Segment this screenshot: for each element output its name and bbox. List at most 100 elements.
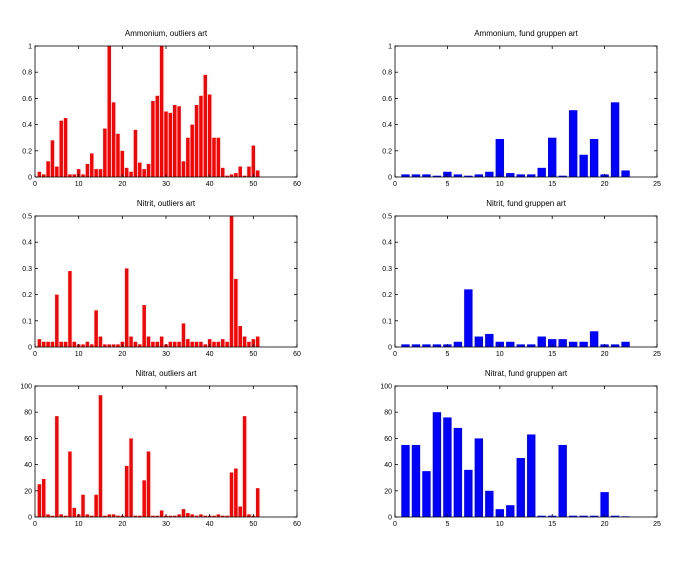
x-tick-label: 10 bbox=[496, 521, 504, 528]
bar bbox=[59, 514, 63, 517]
y-tick-label: 0.2 bbox=[382, 148, 392, 155]
bar bbox=[422, 174, 431, 177]
bar bbox=[190, 124, 194, 177]
x-tick-label: 20 bbox=[118, 181, 126, 188]
bar bbox=[247, 341, 251, 347]
bar bbox=[485, 171, 494, 177]
bar bbox=[247, 514, 251, 517]
y-tick-label: 1 bbox=[388, 44, 392, 51]
y-tick-label: 0 bbox=[388, 515, 392, 522]
bar bbox=[255, 488, 260, 517]
bar bbox=[85, 341, 90, 347]
y-tick-label: 0.5 bbox=[382, 214, 392, 221]
bar bbox=[453, 427, 463, 517]
y-tick-label: 20 bbox=[24, 488, 32, 495]
chart-title: Ammonium, outliers art bbox=[125, 29, 208, 38]
bar bbox=[63, 515, 68, 517]
bar bbox=[212, 515, 216, 517]
bar bbox=[212, 341, 216, 347]
bar bbox=[146, 163, 151, 177]
bar bbox=[558, 339, 567, 347]
axes-box bbox=[34, 215, 298, 348]
bar bbox=[474, 336, 484, 347]
bar bbox=[495, 509, 504, 517]
y-tick-label: 0 bbox=[28, 175, 32, 182]
y-tick-label: 0.3 bbox=[22, 266, 32, 273]
bar bbox=[181, 323, 186, 347]
bar bbox=[221, 167, 225, 177]
bar bbox=[151, 515, 155, 517]
axes-box bbox=[394, 45, 658, 178]
bar bbox=[124, 167, 129, 177]
bar bbox=[63, 341, 68, 347]
bar bbox=[242, 416, 247, 517]
bar bbox=[55, 294, 59, 347]
y-tick-label: 0 bbox=[388, 175, 392, 182]
bar bbox=[103, 344, 107, 347]
bar bbox=[225, 515, 229, 517]
y-tick-label: 0.6 bbox=[22, 96, 32, 103]
bar bbox=[37, 339, 42, 347]
bar bbox=[589, 515, 599, 517]
x-tick-label: 0 bbox=[393, 351, 397, 358]
bar bbox=[203, 344, 208, 347]
bar bbox=[146, 451, 151, 517]
bar bbox=[221, 339, 225, 347]
y-tick-label: 40 bbox=[384, 462, 392, 469]
y-tick-label: 0 bbox=[388, 345, 392, 352]
bar bbox=[168, 112, 173, 177]
bar bbox=[199, 514, 203, 517]
y-tick-label: 0.1 bbox=[22, 318, 32, 325]
y-tick-label: 100 bbox=[380, 384, 392, 391]
bar bbox=[225, 175, 229, 177]
bar bbox=[138, 344, 142, 347]
bar bbox=[90, 153, 94, 177]
chart-panel: Nitrat, fund gruppen art 0 5 10 15 20 25 0 20 40 6… bbox=[380, 369, 661, 528]
x-tick-label: 60 bbox=[293, 521, 301, 528]
bar bbox=[81, 494, 85, 517]
bar bbox=[37, 484, 42, 517]
bar bbox=[610, 344, 620, 347]
x-tick-label: 0 bbox=[33, 351, 37, 358]
bar bbox=[238, 326, 242, 347]
bar bbox=[238, 506, 242, 517]
bar bbox=[474, 438, 484, 517]
bar bbox=[98, 336, 103, 347]
bar bbox=[516, 174, 525, 177]
x-tick-label: 60 bbox=[293, 351, 301, 358]
bar bbox=[203, 515, 208, 517]
bar bbox=[247, 166, 251, 177]
bar bbox=[107, 344, 111, 347]
bar bbox=[537, 167, 546, 177]
bar bbox=[464, 175, 473, 177]
bar bbox=[464, 289, 473, 347]
bar bbox=[203, 74, 208, 177]
bar bbox=[568, 515, 578, 517]
bar bbox=[229, 174, 234, 177]
bar bbox=[194, 341, 199, 347]
bar bbox=[63, 118, 68, 177]
x-tick-label: 0 bbox=[33, 181, 37, 188]
y-tick-label: 0.1 bbox=[382, 318, 392, 325]
bar bbox=[111, 514, 116, 517]
bar bbox=[90, 344, 94, 347]
x-tick-label: 30 bbox=[162, 521, 170, 528]
x-tick-label: 10 bbox=[496, 181, 504, 188]
axes-box bbox=[394, 215, 658, 348]
bar bbox=[151, 101, 155, 177]
bar bbox=[485, 333, 494, 347]
bar bbox=[207, 94, 212, 177]
bar bbox=[59, 341, 63, 347]
y-tick-label: 80 bbox=[24, 410, 32, 417]
bar bbox=[234, 173, 238, 177]
bar bbox=[255, 170, 260, 177]
bar bbox=[242, 336, 247, 347]
y-tick-label: 80 bbox=[384, 410, 392, 417]
bar bbox=[453, 174, 463, 177]
bar bbox=[142, 169, 146, 177]
chart-title: Ammonium, fund gruppen art bbox=[474, 29, 578, 38]
y-tick-label: 0.6 bbox=[382, 96, 392, 103]
bar bbox=[234, 278, 238, 347]
bar bbox=[432, 175, 442, 177]
bar bbox=[579, 154, 588, 177]
